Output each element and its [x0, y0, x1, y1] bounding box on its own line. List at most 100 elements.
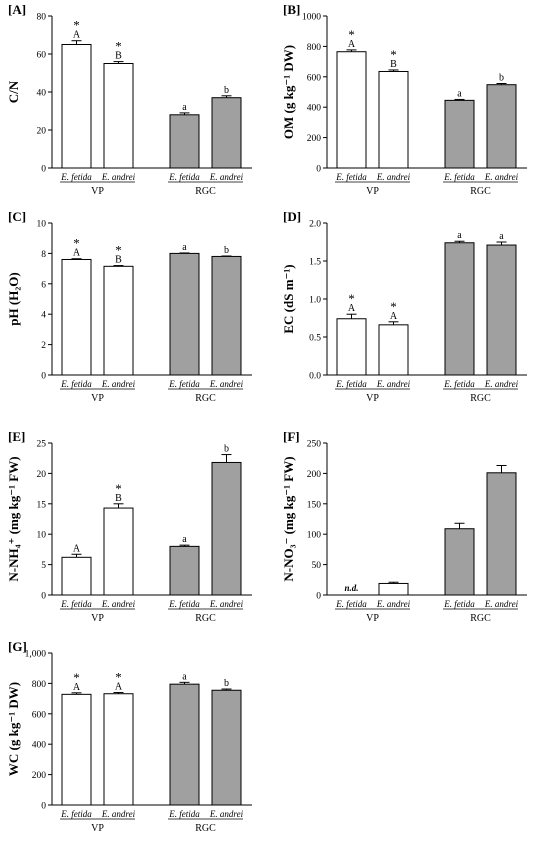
- chart-panel-g: [G]WC (g kg⁻¹ DW)02004006008001,000A*E. …: [6, 639, 252, 834]
- significance-letter: B: [115, 255, 122, 266]
- significance-star: *: [73, 18, 80, 33]
- panel-label: [F]: [283, 429, 300, 444]
- panel-label: [C]: [8, 209, 26, 224]
- bar: [169, 252, 200, 376]
- category-label: E. andrei: [101, 379, 136, 389]
- y-tick-label: 15: [37, 500, 47, 510]
- bar: [169, 545, 200, 596]
- panel-label: [D]: [283, 209, 301, 224]
- y-tick-label: 0: [41, 802, 46, 812]
- bar: [61, 693, 92, 806]
- y-tick-label: 8: [41, 250, 46, 260]
- y-tick-label: 25: [37, 440, 47, 450]
- y-tick-label: 2.0: [309, 220, 321, 230]
- significance-letter: b: [224, 444, 229, 455]
- group-label: RGC: [470, 393, 491, 404]
- category-label: E. andrei: [376, 599, 411, 609]
- significance-letter: A: [73, 682, 81, 693]
- y-tick-label: 20: [37, 470, 47, 480]
- category-label: E. fetida: [335, 599, 367, 609]
- bar: [211, 461, 242, 596]
- significance-letter: a: [499, 231, 504, 242]
- significance-letter: b: [224, 245, 229, 256]
- panel-label: [E]: [8, 429, 25, 444]
- bar: [169, 683, 200, 806]
- y-tick-label: 4: [41, 311, 46, 321]
- group-label: RGC: [470, 186, 491, 197]
- y-axis-title: EC (dS m⁻¹): [281, 264, 296, 333]
- chart-panel-e: [E] N-NH₄⁺ (mg kg⁻¹ FW) 0 5 10 15 20 25 A E. feti…: [6, 429, 252, 624]
- significance-star: *: [390, 299, 397, 314]
- category-label: E. fetida: [168, 809, 200, 819]
- y-tick-label: 0: [316, 165, 321, 175]
- y-tick-label: 50: [312, 561, 322, 571]
- y-tick-label: 6: [41, 280, 46, 290]
- bar: [378, 582, 409, 596]
- bar: [103, 265, 134, 376]
- category-label: E. andrei: [209, 599, 244, 609]
- bar: [103, 507, 134, 596]
- category-label: E. fetida: [335, 172, 367, 182]
- significance-letter: A: [73, 248, 81, 259]
- panel-label: [A]: [8, 2, 26, 17]
- significance-letter: A: [348, 303, 356, 314]
- bar: [378, 70, 409, 169]
- category-label: E. fetida: [443, 379, 475, 389]
- category-label: E. fetida: [60, 599, 92, 609]
- significance-star: *: [115, 481, 122, 496]
- significance-letter: A: [390, 311, 398, 322]
- y-tick-label: 0: [316, 592, 321, 602]
- significance-letter: a: [182, 242, 187, 253]
- y-tick-label: 150: [307, 500, 322, 510]
- category-label: E. andrei: [101, 172, 136, 182]
- category-label: E. andrei: [484, 172, 519, 182]
- significance-letter: B: [390, 59, 397, 70]
- significance-letter: b: [224, 678, 229, 689]
- y-tick-label: 600: [32, 710, 47, 720]
- significance-letter: a: [182, 102, 187, 113]
- significance-letter: a: [182, 534, 187, 545]
- significance-letter: A: [115, 682, 123, 693]
- category-label: E. andrei: [376, 379, 411, 389]
- y-tick-label: 400: [32, 741, 47, 751]
- category-label: E. fetida: [168, 172, 200, 182]
- y-tick-label: 250: [307, 440, 322, 450]
- bar: [444, 99, 475, 169]
- bar: [103, 693, 134, 806]
- group-label: VP: [91, 613, 104, 624]
- y-axis-title: N-NH₄⁺ (mg kg⁻¹ FW): [6, 456, 21, 581]
- y-tick-label: 1,000: [25, 650, 47, 660]
- y-tick-label: 600: [307, 73, 322, 83]
- bar: [61, 44, 92, 169]
- category-label: E. andrei: [209, 809, 244, 819]
- y-tick-label: 1000: [302, 13, 321, 23]
- y-tick-label: 800: [307, 43, 322, 53]
- y-tick-label: 0: [41, 592, 46, 602]
- bar: [444, 242, 475, 376]
- significance-letter: a: [457, 88, 462, 99]
- bar: [486, 472, 517, 596]
- category-label: E. andrei: [209, 172, 244, 182]
- group-label: RGC: [195, 823, 216, 834]
- y-tick-label: 10: [37, 531, 47, 541]
- significance-letter: a: [182, 671, 187, 682]
- category-label: E. andrei: [101, 809, 136, 819]
- y-tick-label: 200: [32, 771, 47, 781]
- y-tick-label: 80: [37, 13, 47, 23]
- bar: [211, 255, 242, 376]
- significance-star: *: [348, 27, 355, 42]
- group-label: VP: [366, 393, 379, 404]
- bar: [336, 318, 367, 376]
- y-tick-label: 400: [307, 104, 322, 114]
- y-tick-label: 40: [37, 89, 47, 99]
- category-label: E. fetida: [168, 599, 200, 609]
- category-label: E. fetida: [443, 599, 475, 609]
- y-axis-title: pH (H₂O): [6, 272, 21, 325]
- group-label: RGC: [470, 613, 491, 624]
- y-tick-label: 0: [41, 372, 46, 382]
- bar: [169, 114, 200, 169]
